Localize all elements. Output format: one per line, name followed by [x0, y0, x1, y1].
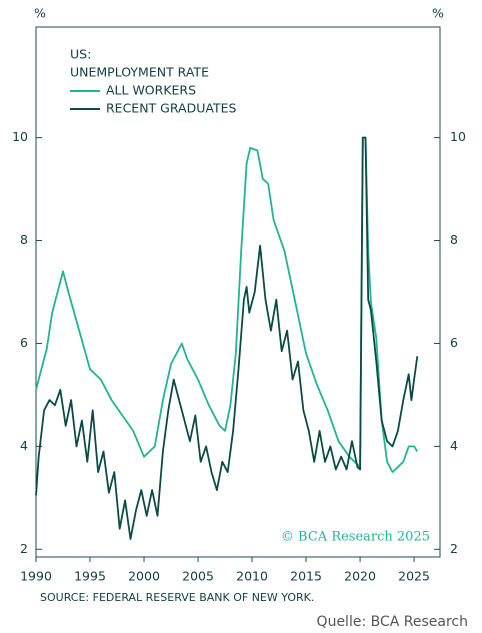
x-tick-label: 2025 — [398, 569, 430, 584]
x-tick-label: 2005 — [182, 569, 214, 584]
y2-tick-label: 8 — [450, 232, 458, 247]
legend-label: ALL WORKERS — [106, 83, 196, 98]
chart-title: US: — [70, 47, 91, 62]
series-line — [35, 136, 419, 473]
x-tick-label: 1995 — [74, 569, 106, 584]
y-tick-label: 4 — [20, 438, 28, 453]
source-note: SOURCE: FEDERAL RESERVE BANK OF NEW YORK… — [40, 591, 314, 604]
x-tick-label: 2015 — [290, 569, 322, 584]
watermark: © BCΑ Research 2025 — [281, 530, 430, 545]
series-line — [35, 136, 419, 540]
x-tick-label: 2000 — [128, 569, 160, 584]
y-tick-label: 6 — [20, 335, 28, 350]
y2-tick-label: 4 — [450, 438, 458, 453]
plot-frame — [35, 26, 441, 558]
y2-tick-label: 6 — [450, 335, 458, 350]
y-axis-label: % — [34, 6, 46, 21]
x-tick-label: 1990 — [20, 569, 52, 584]
y-tick-label: 2 — [20, 541, 28, 556]
y2-tick-label: 10 — [450, 129, 466, 144]
legend-label: RECENT GRADUATES — [106, 101, 236, 116]
y-tick-label: 8 — [20, 232, 28, 247]
x-tick-label: 2020 — [344, 569, 376, 584]
chart-subtitle: UNEMPLOYMENT RATE — [70, 65, 209, 80]
y2-tick-label: 2 — [450, 541, 458, 556]
credit: Quelle: BCA Research — [317, 614, 468, 630]
x-tick-label: 2010 — [236, 569, 268, 584]
y-tick-label: 10 — [12, 129, 28, 144]
y2-axis-label: % — [432, 6, 444, 21]
